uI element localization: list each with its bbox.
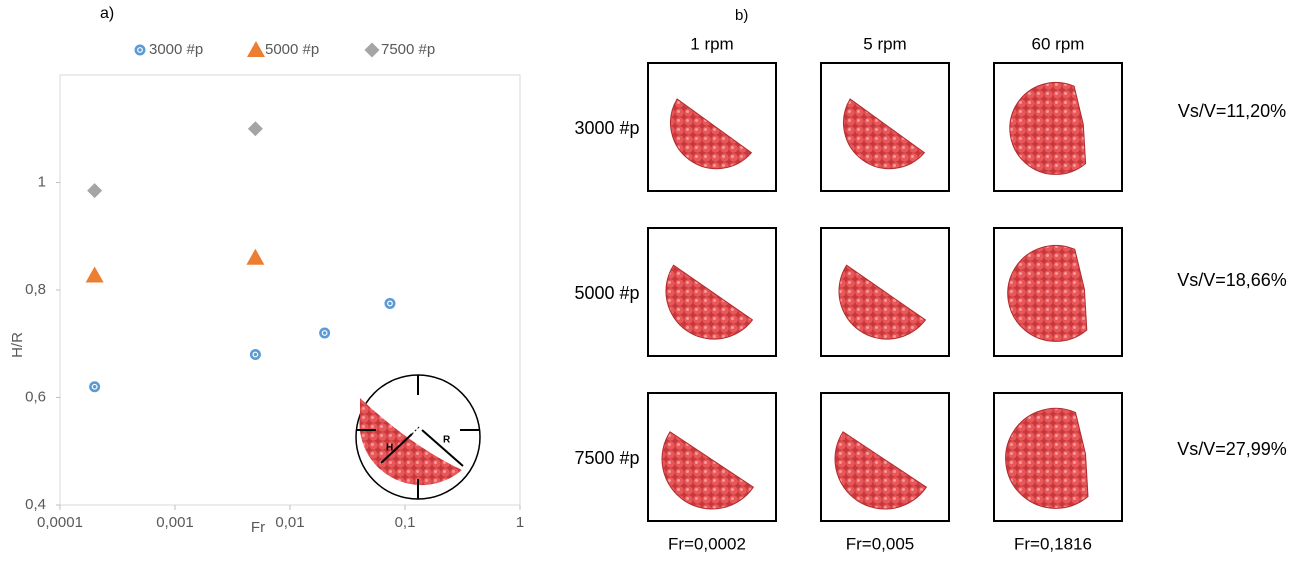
data-point bbox=[87, 183, 103, 199]
data-point bbox=[384, 297, 396, 309]
inset-h-label: H bbox=[386, 443, 393, 454]
x-tick-label: 0,1 bbox=[395, 514, 416, 531]
inset: H R bbox=[355, 374, 481, 500]
particle-bed bbox=[838, 264, 927, 340]
y-tick-label: 0,6 bbox=[25, 388, 46, 405]
panel-label: a) bbox=[100, 5, 114, 22]
sim-frame bbox=[647, 62, 777, 192]
froude-label: Fr=0,005 bbox=[846, 534, 915, 553]
y-axis-title: H/R bbox=[9, 332, 26, 358]
column-header: 5 rpm bbox=[863, 34, 906, 53]
legend-marker bbox=[364, 42, 380, 58]
x-tick-label: 0,001 bbox=[156, 514, 194, 531]
column-header: 60 rpm bbox=[1032, 34, 1085, 53]
data-point bbox=[89, 381, 101, 393]
particle-bed bbox=[665, 264, 754, 340]
particle-bed bbox=[1009, 81, 1087, 175]
legend-label: 5000 #p bbox=[265, 41, 319, 58]
particle-bed bbox=[661, 431, 755, 510]
inset-particles bbox=[359, 398, 462, 486]
particle-bed bbox=[1007, 244, 1088, 342]
ratio-label: Vs/V=11,20% bbox=[1178, 101, 1286, 121]
x-axis-title: Fr bbox=[251, 519, 265, 536]
panel-label: b) bbox=[735, 7, 748, 24]
data-point bbox=[85, 266, 104, 283]
y-tick-label: 0,4 bbox=[25, 496, 46, 513]
panel-b: 1 rpm 5 rpm 60 rpm Fr=0,0002 Fr=0,005 Fr=0,18… bbox=[574, 34, 1286, 553]
x-tick-label: 0,01 bbox=[275, 514, 304, 531]
legend-marker bbox=[134, 44, 146, 56]
particle-bed bbox=[670, 98, 753, 170]
froude-label: Fr=0,0002 bbox=[668, 534, 746, 553]
row-label: 5000 #p bbox=[574, 283, 639, 303]
particle-bed bbox=[843, 98, 926, 170]
froude-label: Fr=0,1816 bbox=[1014, 534, 1092, 553]
particle-bed bbox=[1005, 407, 1089, 509]
legend-label: 7500 #p bbox=[381, 41, 435, 58]
y-tick-label: 0,8 bbox=[25, 281, 46, 298]
row-label: 3000 #p bbox=[574, 118, 639, 138]
particle-bed bbox=[834, 431, 928, 510]
legend-label: 3000 #p bbox=[149, 41, 203, 58]
data-point bbox=[246, 248, 265, 265]
y-tick-label: 1 bbox=[38, 173, 46, 190]
inset-r-label: R bbox=[443, 435, 451, 446]
row-label: 7500 #p bbox=[574, 448, 639, 468]
ratio-label: Vs/V=18,66% bbox=[1177, 270, 1287, 290]
data-point bbox=[247, 121, 263, 137]
column-header: 1 rpm bbox=[690, 34, 733, 53]
data-point bbox=[249, 349, 261, 360]
legend-marker bbox=[247, 41, 265, 57]
data-point bbox=[319, 327, 331, 339]
x-tick-label: 0,0001 bbox=[37, 514, 83, 531]
x-tick-label: 1 bbox=[516, 514, 524, 531]
ratio-label: Vs/V=27,99% bbox=[1177, 439, 1287, 459]
